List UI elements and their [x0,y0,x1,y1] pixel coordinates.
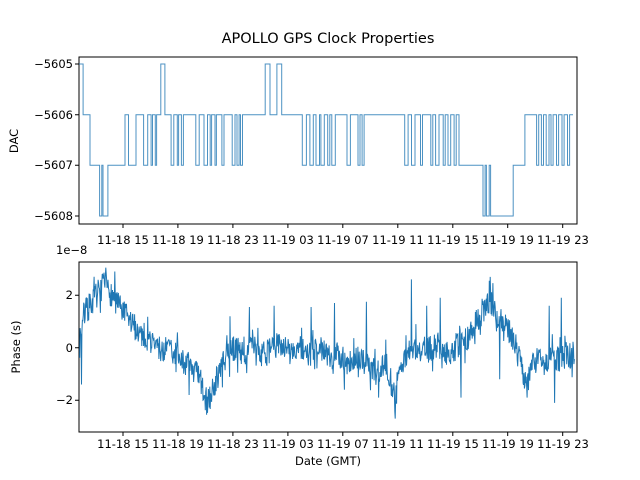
phase-offset-label: 1e−8 [56,243,88,257]
x-tick-label: 11-19 15 [427,437,479,451]
y-tick-label: 2 [65,288,73,302]
dac-axes-frame [78,56,578,225]
x-tick-label: 11-19 03 [262,233,314,247]
x-tick-label: 11-18 19 [152,437,204,451]
y-tick-label: −2 [56,393,73,407]
dac-x-tick-labels: 11-18 15 11-18 19 11-18 23 11-19 03 11-19 07… [0,233,640,247]
phase-line [79,267,575,419]
x-tick-label: 11-19 19 [482,437,534,451]
phase-axes-frame [78,261,578,433]
x-tick-label: 11-19 23 [537,437,589,451]
x-tick-label: 11-19 15 [427,233,479,247]
x-tick-label: 11-19 11 [372,437,424,451]
x-tick-label: 11-18 23 [207,233,259,247]
x-tick-label: 11-19 23 [537,233,589,247]
y-tick-label: −5606 [34,108,73,122]
x-tick-label: 11-19 07 [317,233,369,247]
y-tick-label: −5605 [34,57,73,71]
phase-x-tick-labels: 11-18 15 11-18 19 11-18 23 11-19 03 11-19 07… [0,437,640,451]
x-tick-label: 11-19 19 [482,233,534,247]
dac-line [79,63,573,217]
chart-title: APOLLO GPS Clock Properties [221,31,435,47]
x-tick-label: 11-18 15 [97,233,149,247]
x-tick-label: 11-19 07 [317,437,369,451]
tick-marks [75,63,564,436]
x-tick-label: 11-19 11 [372,233,424,247]
x-tick-label: 11-18 23 [207,437,259,451]
x-tick-label: 11-19 03 [262,437,314,451]
x-tick-label: 11-18 19 [152,233,204,247]
x-tick-label: 11-18 15 [97,437,149,451]
y-tick-label: −5608 [34,209,73,223]
dac-axis-label: DAC [7,128,21,154]
y-tick-label: −5607 [34,158,73,172]
x-axis-label: Date (GMT) [295,454,361,468]
y-tick-label: 0 [65,341,73,355]
